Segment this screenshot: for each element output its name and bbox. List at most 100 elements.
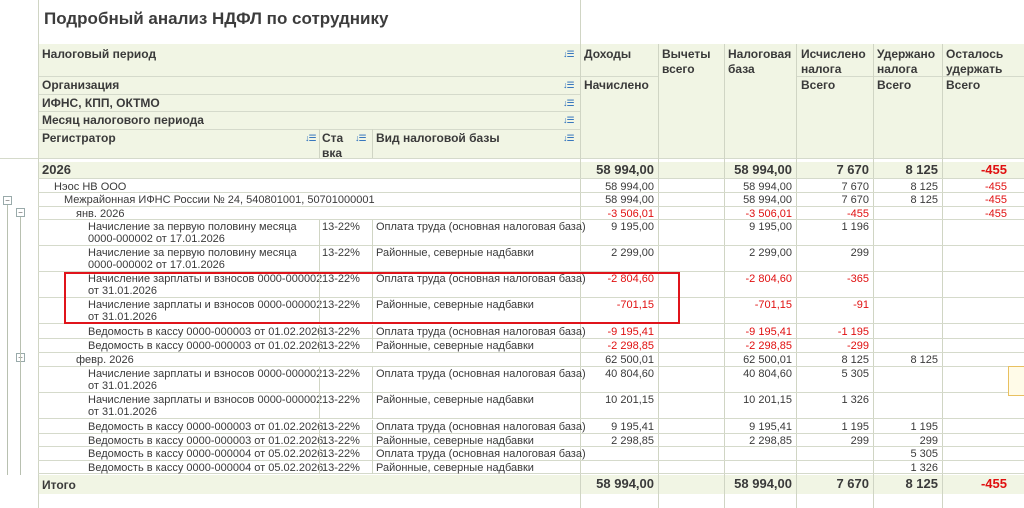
sort-down-icon[interactable]: ↓☰ <box>355 133 367 143</box>
column-divider <box>319 325 320 339</box>
header-calculated[interactable]: Исчислено налога <box>801 47 866 77</box>
table-row[interactable]: Межрайонная ИФНС России № 24, 540801001,… <box>0 193 1024 207</box>
row-calculated: 299 <box>850 247 869 259</box>
row-income: -2 298,85 <box>607 340 654 352</box>
row-divider <box>38 178 1024 179</box>
table-row[interactable]: Начисление за первую половину месяца 0000… <box>0 220 1024 246</box>
registrar-text: Ведомость в кассу 0000-000004 от 05.02.2… <box>88 462 324 474</box>
sort-down-icon[interactable]: ↓☰ <box>563 80 575 90</box>
registrar-text: Ведомость в кассу 0000-000003 от 01.02.2… <box>88 435 324 447</box>
row-divider <box>38 206 1024 207</box>
scroll-handle[interactable] <box>1008 366 1024 396</box>
row-remaining: -455 <box>984 194 1007 206</box>
column-divider <box>319 129 320 158</box>
sort-down-icon[interactable]: ↓☰ <box>305 133 317 143</box>
header-taxbase[interactable]: Налоговая база <box>728 47 791 77</box>
header-rate[interactable]: Ста вка <box>322 131 343 161</box>
header-deductions-line2: всего <box>662 62 695 76</box>
column-divider <box>372 272 373 298</box>
header-period[interactable]: Налоговый период <box>42 47 157 61</box>
highlight-box <box>64 272 680 324</box>
row-income: 2 298,85 <box>611 435 654 447</box>
table-row[interactable]: Начисление зарплаты и взносов 0000-00000… <box>0 367 1024 393</box>
row-taxbase: 10 201,15 <box>743 394 792 406</box>
header-rate-line2: вка <box>322 146 343 160</box>
row-rate: 13-22% <box>322 368 360 380</box>
row-income: 9 195,00 <box>611 221 654 233</box>
header-divider <box>38 111 580 112</box>
row-taxbase: 2 299,00 <box>749 247 792 259</box>
column-divider <box>372 339 373 353</box>
row-registrar: Начисление зарплаты и взносов 0000-00000… <box>88 273 322 297</box>
registrar-text-line2: от 31.01.2026 <box>88 311 158 323</box>
row-calculated: 299 <box>850 435 869 447</box>
table-left-border <box>38 0 39 508</box>
sort-down-icon[interactable]: ↓☰ <box>563 98 575 108</box>
row-rate: 13-22% <box>322 394 360 406</box>
row-registrar: Начисление зарплаты и взносов 0000-00000… <box>88 299 322 323</box>
table-row[interactable]: Ведомость в кассу 0000-000004 от 05.02.2… <box>0 461 1024 474</box>
header-withheld[interactable]: Удержано налога <box>877 47 935 77</box>
row-registrar: Ведомость в кассу 0000-000004 от 05.02.2… <box>88 448 323 460</box>
row-calculated: -455 <box>846 208 869 220</box>
table-row[interactable]: Ведомость в кассу 0000-000003 от 01.02.2… <box>0 434 1024 447</box>
column-divider <box>319 420 320 434</box>
row-income: -3 506,01 <box>607 208 654 220</box>
row-income: -9 195,41 <box>607 326 654 338</box>
table-row[interactable]: февр. 2026 62 500,01 62 500,01 8 125 8 125 <box>0 353 1024 367</box>
row-base-type: Оплата труда (основная налоговая база) <box>376 221 586 233</box>
table-row[interactable]: янв. 2026 -3 506,01 -3 506,01 -455 -455 <box>0 207 1024 220</box>
row-registrar: Начисление за первую половину месяца 0000… <box>88 221 297 245</box>
row-taxbase: 40 804,60 <box>743 368 792 380</box>
header-calculated-line1: Исчислено <box>801 47 866 61</box>
header-income[interactable]: Доходы <box>584 47 632 61</box>
tree-line <box>20 217 21 475</box>
collapse-icon[interactable]: − <box>3 196 12 205</box>
table-row[interactable]: Ведомость в кассу 0000-000003 от 01.02.2… <box>0 325 1024 339</box>
header-divider <box>38 94 580 95</box>
table-row[interactable]: Начисление за первую половину месяца 0000… <box>0 246 1024 272</box>
table-row[interactable]: Ведомость в кассу 0000-000003 от 01.02.2… <box>0 339 1024 353</box>
row-calculated: 7 670 <box>841 181 869 193</box>
row-income: 2 299,00 <box>611 247 654 259</box>
column-divider <box>319 447 320 461</box>
table-header <box>38 44 1024 158</box>
column-divider <box>372 420 373 434</box>
tree-line <box>7 205 8 475</box>
table-row[interactable]: Ведомость в кассу 0000-000004 от 05.02.2… <box>0 447 1024 461</box>
total-base: 58 994,00 <box>734 476 792 491</box>
header-remaining[interactable]: Осталось удержать <box>946 47 1003 77</box>
row-registrar: Ведомость в кассу 0000-000004 от 05.02.2… <box>88 462 323 474</box>
header-ifns[interactable]: ИФНС, КПП, ОКТМО <box>42 96 160 110</box>
table-row[interactable]: Нэос НВ ООО 58 994,00 58 994,00 7 670 8 125 -… <box>0 180 1024 193</box>
collapse-icon[interactable]: − <box>16 208 25 217</box>
row-calculated: 1 196 <box>841 221 869 233</box>
column-divider <box>724 44 725 508</box>
column-divider <box>319 393 320 419</box>
table-row[interactable]: Ведомость в кассу 0000-000003 от 01.02.2… <box>0 420 1024 434</box>
table-row[interactable]: Начисление зарплаты и взносов 0000-00000… <box>0 272 1024 298</box>
header-month[interactable]: Месяц налогового периода <box>42 113 204 127</box>
header-taxbase-line1: Налоговая <box>728 47 792 61</box>
row-taxbase: -9 195,41 <box>745 326 792 338</box>
table-row[interactable]: 2026 58 994,00 58 994,00 7 670 8 125 -455 <box>0 162 1024 179</box>
column-divider <box>319 272 320 298</box>
header-deductions[interactable]: Вычеты всего <box>662 47 711 77</box>
row-divider <box>38 297 1024 298</box>
header-base-type[interactable]: Вид налоговой базы <box>376 131 500 145</box>
sort-down-icon[interactable]: ↓☰ <box>563 115 575 125</box>
sort-down-icon[interactable]: ↓☰ <box>563 133 575 143</box>
header-divider <box>38 129 580 130</box>
row-income: 62 500,01 <box>605 354 654 366</box>
registrar-text: Начисление за первую половину месяца <box>88 247 297 259</box>
sort-down-icon[interactable]: ↓☰ <box>563 49 575 59</box>
table-row[interactable]: Начисление зарплаты и взносов 0000-00000… <box>0 393 1024 419</box>
row-rate: 13-22% <box>322 273 360 285</box>
row-withheld: 5 305 <box>910 448 938 460</box>
header-registrar[interactable]: Регистратор <box>42 131 116 145</box>
header-accrued[interactable]: Начислено <box>584 78 649 92</box>
header-bottom-border <box>0 158 1024 159</box>
row-remaining: -455 <box>984 181 1007 193</box>
header-org[interactable]: Организация <box>42 78 120 92</box>
row-rate: 13-22% <box>322 221 360 233</box>
